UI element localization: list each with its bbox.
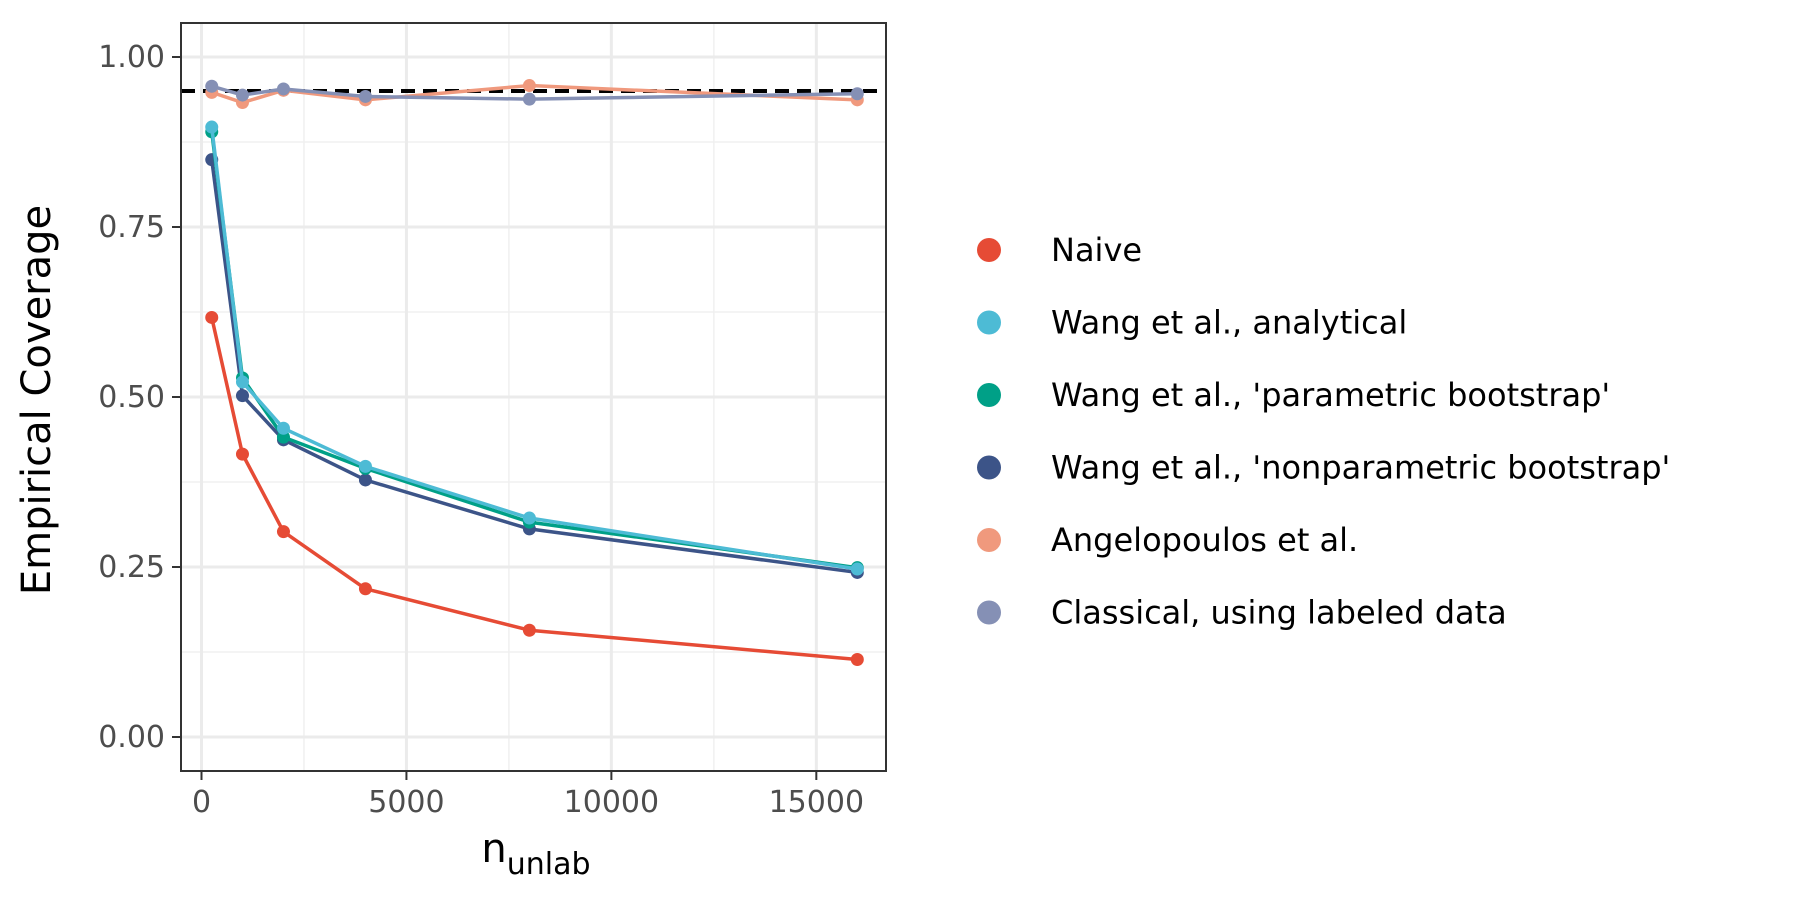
data-point-wang-et-al-analytical [850, 562, 864, 576]
data-point-wang-et-al-analytical [235, 375, 249, 389]
legend-item: Classical, using labeled data [977, 594, 1507, 632]
legend-label: Classical, using labeled data [1051, 594, 1507, 632]
x-tick-label: 5000 [368, 785, 444, 820]
data-point-wang-et-al-nonparametric-bootstrap [358, 473, 372, 487]
legend-key [977, 238, 1001, 262]
y-axis-title: Empirical Coverage [14, 205, 60, 595]
x-tick-label: 0 [192, 785, 211, 820]
legend-label: Naive [1051, 231, 1142, 269]
data-point-naive [358, 582, 372, 596]
x-axis-title-subscript: unlab [507, 847, 591, 882]
legend-label: Wang et al., 'parametric bootstrap' [1051, 376, 1610, 414]
data-point-classical-using-labeled-data [205, 79, 219, 93]
series-line-wang-et-al-nonparametric-bootstrap [210, 159, 858, 575]
x-axis-title-main: n [481, 826, 506, 872]
legend-item: Wang et al., 'parametric bootstrap' [977, 376, 1610, 414]
data-point-wang-et-al-nonparametric-bootstrap [235, 389, 249, 403]
data-point-naive [235, 447, 249, 461]
y-tick-label: 0.25 [98, 550, 165, 585]
series-wang-et-al-analytical [205, 120, 864, 576]
legend-item: Angelopoulos et al. [977, 521, 1358, 559]
series-naive [205, 310, 864, 666]
legend-item: Wang et al., 'nonparametric bootstrap' [977, 449, 1670, 487]
data-point-naive [276, 525, 290, 539]
y-tick-label: 0.50 [98, 380, 165, 415]
legend-key [977, 383, 1001, 407]
legend-key [977, 600, 1001, 625]
y-tick-label: 0.75 [98, 210, 165, 245]
legend-label: Wang et al., analytical [1051, 304, 1407, 342]
data-point-classical-using-labeled-data [850, 87, 864, 101]
data-point-angelopoulos-et-al [522, 79, 536, 93]
legend-key [977, 310, 1001, 335]
data-point-wang-et-al-analytical [276, 421, 290, 435]
data-point-wang-et-al-analytical [522, 511, 536, 525]
data-point-wang-et-al-analytical [358, 459, 372, 473]
y-tick-label: 1.00 [98, 40, 165, 75]
grid-lines [181, 23, 886, 771]
data-point-classical-using-labeled-data [235, 88, 249, 102]
series-line-wang-et-al-analytical [210, 126, 858, 571]
data-point-naive [850, 652, 864, 666]
legend-item: Wang et al., analytical [977, 304, 1407, 342]
series-classical-using-labeled-data [205, 79, 864, 106]
y-tick-label: 0.00 [98, 720, 165, 755]
data-point-wang-et-al-analytical [205, 120, 219, 134]
data-point-naive [205, 310, 219, 324]
legend-label: Angelopoulos et al. [1051, 521, 1358, 559]
x-tick-label: 15000 [769, 785, 864, 820]
legend-item: Naive [977, 231, 1142, 269]
series-layer [205, 79, 864, 666]
x-axis-title: nunlab [481, 826, 590, 882]
legend: Naive Wang et al., analytical Wang et al.,… [977, 231, 1670, 632]
data-point-classical-using-labeled-data [276, 82, 290, 96]
axis-ticks: 0 5000 10000 15000 0.00 0.25 0.50 0.75 1.00 [98, 40, 864, 820]
legend-key [977, 528, 1001, 552]
x-tick-label: 10000 [564, 785, 659, 820]
series-line-naive [210, 317, 858, 662]
data-point-classical-using-labeled-data [358, 89, 372, 103]
legend-label: Wang et al., 'nonparametric bootstrap' [1051, 449, 1670, 487]
data-point-naive [522, 623, 536, 637]
legend-key [977, 455, 1001, 480]
data-point-classical-using-labeled-data [522, 92, 536, 106]
series-line-wang-et-al-parametric-bootstrap [210, 131, 858, 570]
